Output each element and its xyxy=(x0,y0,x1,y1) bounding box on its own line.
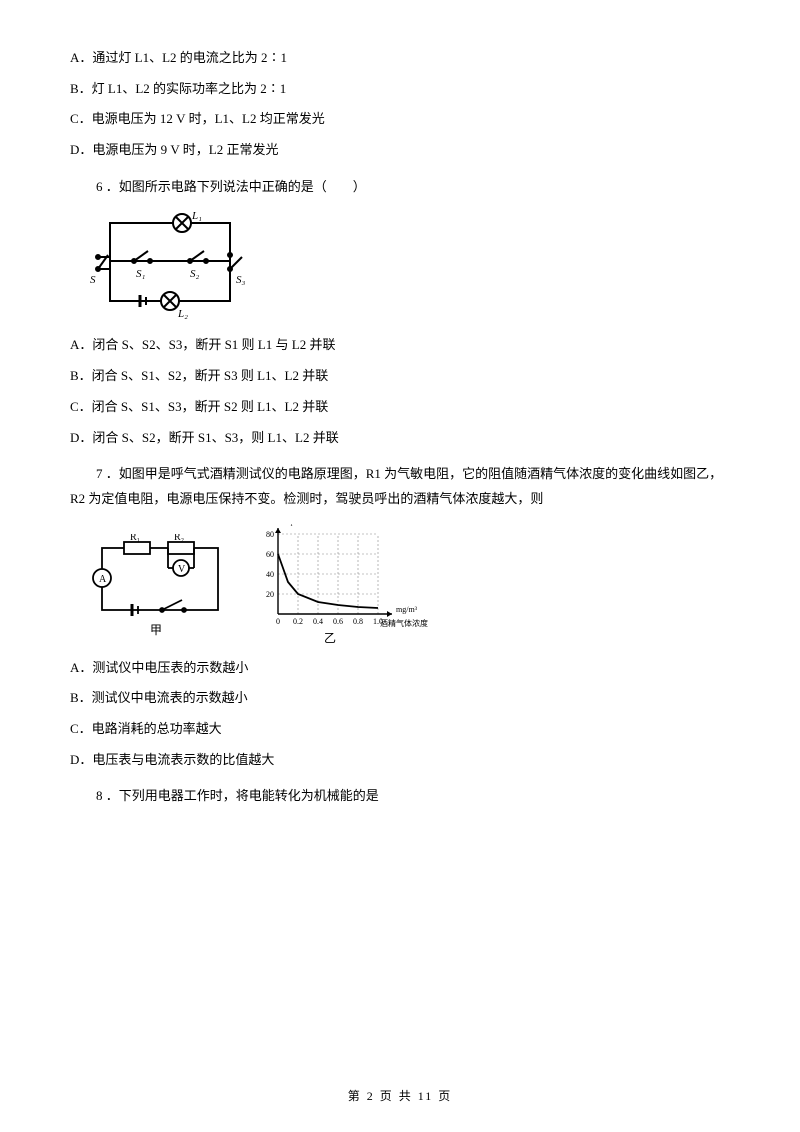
q6-option-d: D．闭合 S、S2，断开 S1、S3，则 L1、L2 并联 xyxy=(70,426,730,451)
q7-chart: 00.20.40.60.81.020406080R₁/Ωmg/m³酒精气体浓度乙 xyxy=(250,524,430,644)
q5-option-b: B．灯 L1、L2 的实际功率之比为 2∶1 xyxy=(70,77,730,102)
svg-text:0.6: 0.6 xyxy=(333,617,343,626)
svg-text:80: 80 xyxy=(266,530,274,539)
label-s: S xyxy=(90,274,96,286)
svg-text:60: 60 xyxy=(266,550,274,559)
q6-stem: 6 ．如图所示电路下列说法中正确的是（ ） xyxy=(70,175,730,200)
q7-option-a: A．测试仪中电压表的示数越小 xyxy=(70,656,730,681)
q7-option-c: C．电路消耗的总功率越大 xyxy=(70,717,730,742)
caption-jia: 甲 xyxy=(150,623,162,637)
label-s1: S₁ xyxy=(136,268,146,280)
svg-text:酒精气体浓度: 酒精气体浓度 xyxy=(380,618,428,628)
svg-text:0: 0 xyxy=(276,617,280,626)
q6-option-a: A．闭合 S、S2、S3，断开 S1 则 L1 与 L2 并联 xyxy=(70,333,730,358)
svg-text:0.4: 0.4 xyxy=(313,617,323,626)
q8-stem: 8 ．下列用电器工作时，将电能转化为机械能的是 xyxy=(70,784,730,809)
label-r2: R₂ xyxy=(174,534,184,543)
label-v: V xyxy=(178,564,186,575)
q6-option-b: B．闭合 S、S1、S2，断开 S3 则 L1、L2 并联 xyxy=(70,364,730,389)
label-l2: L₂ xyxy=(177,308,188,320)
svg-text:40: 40 xyxy=(266,570,274,579)
svg-text:0.2: 0.2 xyxy=(293,617,303,626)
label-a: A xyxy=(99,574,107,585)
q5-option-a: A．通过灯 L1、L2 的电流之比为 2∶1 xyxy=(70,46,730,71)
q5-option-c: C．电源电压为 12 V 时，L1、L2 均正常发光 xyxy=(70,107,730,132)
page-footer: 第 2 页 共 11 页 xyxy=(0,1085,800,1108)
label-l1: L₁ xyxy=(191,211,202,222)
q5-option-d: D．电源电压为 9 V 时，L2 正常发光 xyxy=(70,138,730,163)
q7-option-b: B．测试仪中电流表的示数越小 xyxy=(70,686,730,711)
svg-text:R₁/Ω: R₁/Ω xyxy=(284,524,303,526)
svg-text:20: 20 xyxy=(266,590,274,599)
q6-circuit-figure: L₁ L₂ S S₁ S₂ S₃ xyxy=(90,211,730,321)
label-r1: R₁ xyxy=(130,534,140,543)
label-s3: S₃ xyxy=(236,274,246,286)
q7-figure: R₁ R₂ A V 甲 00.20.40.60.81.020406080R₁/Ω… xyxy=(90,524,730,644)
svg-text:0.8: 0.8 xyxy=(353,617,363,626)
q6-option-c: C．闭合 S、S1、S3，断开 S2 则 L1、L2 并联 xyxy=(70,395,730,420)
q7-option-d: D．电压表与电流表示数的比值越大 xyxy=(70,748,730,773)
q7-stem: 7 ．如图甲是呼气式酒精测试仪的电路原理图，R1 为气敏电阻，它的阻值随酒精气体… xyxy=(70,462,730,511)
svg-text:mg/m³: mg/m³ xyxy=(396,605,418,614)
label-s2: S₂ xyxy=(190,268,200,280)
svg-text:乙: 乙 xyxy=(324,631,336,644)
